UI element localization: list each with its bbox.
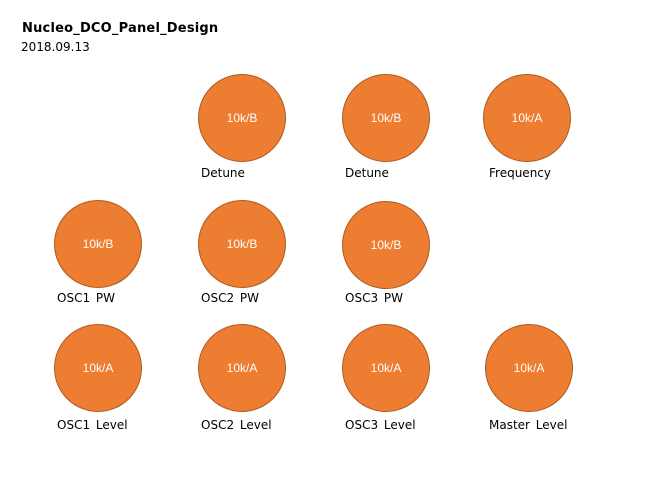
knob-osc1-pw[interactable]: 10k/B: [54, 200, 142, 288]
knob-value: 10k/A: [82, 361, 114, 375]
knob-value: 10k/B: [226, 237, 258, 251]
knob-osc3-pw[interactable]: 10k/B: [342, 201, 430, 289]
knob-value: 10k/B: [370, 111, 402, 125]
knob-label: OSC1 Level: [57, 418, 128, 432]
knob-osc2-pw[interactable]: 10k/B: [198, 200, 286, 288]
knob-master-level[interactable]: 10k/A: [485, 324, 573, 412]
knob-label: Detune: [345, 166, 389, 180]
panel-title: Nucleo_DCO_Panel_Design: [22, 21, 219, 36]
knob-label: Master Level: [489, 418, 568, 432]
knob-detune-1[interactable]: 10k/B: [198, 74, 286, 162]
knob-value: 10k/A: [226, 361, 258, 375]
knob-label: OSC2 PW: [201, 291, 259, 305]
knob-label: OSC1 PW: [57, 291, 115, 305]
knob-label: OSC3 PW: [345, 291, 403, 305]
knob-value: 10k/A: [370, 361, 402, 375]
knob-label: OSC3 Level: [345, 418, 416, 432]
knob-value: 10k/A: [513, 361, 545, 375]
knob-osc3-level[interactable]: 10k/A: [342, 324, 430, 412]
knob-value: 10k/B: [82, 237, 114, 251]
knob-label: OSC2 Level: [201, 418, 272, 432]
knob-value: 10k/B: [370, 238, 402, 252]
knob-osc1-level[interactable]: 10k/A: [54, 324, 142, 412]
panel-date: 2018.09.13: [21, 40, 90, 54]
knob-detune-2[interactable]: 10k/B: [342, 74, 430, 162]
knob-label: Detune: [201, 166, 245, 180]
knob-osc2-level[interactable]: 10k/A: [198, 324, 286, 412]
knob-frequency[interactable]: 10k/A: [483, 74, 571, 162]
knob-label: Frequency: [489, 166, 551, 180]
knob-value: 10k/A: [511, 111, 543, 125]
knob-value: 10k/B: [226, 111, 258, 125]
